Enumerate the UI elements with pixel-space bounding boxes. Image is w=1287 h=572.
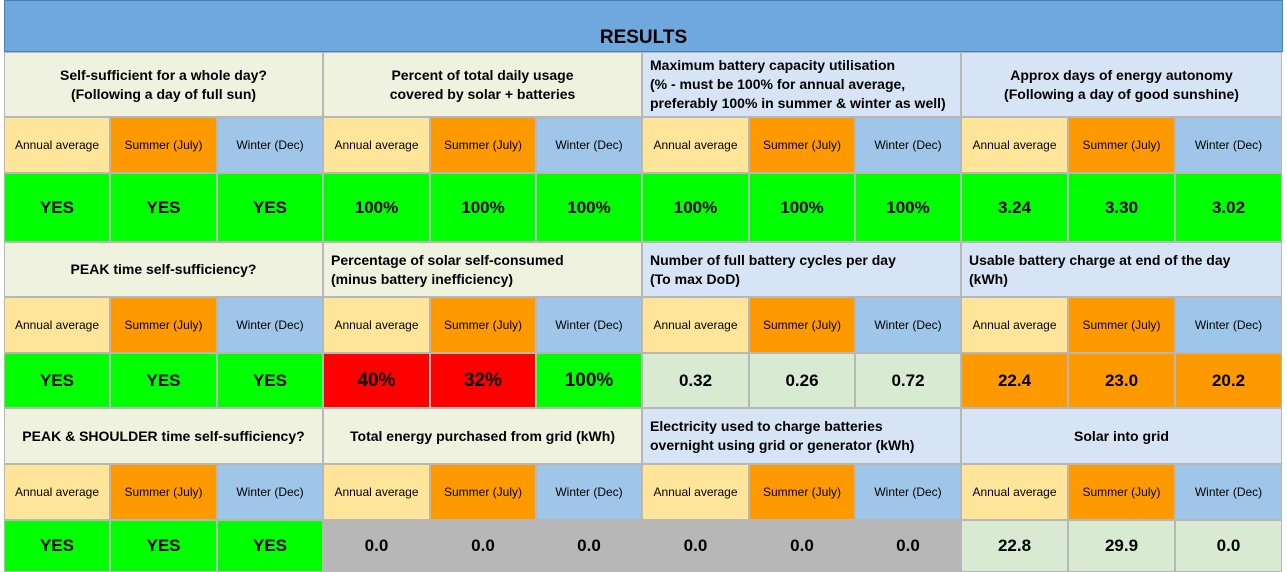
metric-header: Electricity used to charge batteries ove… bbox=[642, 408, 961, 464]
subheader-annual: Annual average bbox=[323, 464, 430, 520]
subheader-winter: Winter (Dec) bbox=[855, 464, 961, 520]
value-cell-summer: 3.30 bbox=[1068, 173, 1175, 242]
value-cell-summer: 32% bbox=[430, 353, 536, 408]
value-cell-summer: 100% bbox=[749, 173, 855, 242]
metric-header: Maximum battery capacity utilisation (% … bbox=[642, 52, 961, 117]
results-title: RESULTS bbox=[599, 27, 688, 48]
value-cell-annual: 40% bbox=[323, 353, 430, 408]
metric-header: PEAK & SHOULDER time self-sufficiency? bbox=[4, 408, 323, 464]
value-cell-annual: 3.24 bbox=[961, 173, 1068, 242]
metric-header: Usable battery charge at end of the day … bbox=[961, 242, 1282, 297]
subheader-annual: Annual average bbox=[642, 117, 749, 173]
metric-header: Total energy purchased from grid (kWh) bbox=[323, 408, 642, 464]
subheader-winter: Winter (Dec) bbox=[1175, 117, 1282, 173]
metric-header: Percentage of solar self-consumed (minus… bbox=[323, 242, 642, 297]
subheader-winter: Winter (Dec) bbox=[217, 464, 323, 520]
value-cell-summer: 0.0 bbox=[749, 520, 855, 572]
subheader-summer: Summer (July) bbox=[110, 117, 217, 173]
value-cell-winter: 0.0 bbox=[1175, 520, 1282, 572]
metric-header: Self-sufficient for a whole day? (Follow… bbox=[4, 52, 323, 117]
subheader-summer: Summer (July) bbox=[749, 297, 855, 353]
value-cell-annual: 22.4 bbox=[961, 353, 1068, 408]
subheader-winter: Winter (Dec) bbox=[536, 464, 642, 520]
value-cell-annual: 0.0 bbox=[323, 520, 430, 572]
subheader-annual: Annual average bbox=[4, 117, 110, 173]
value-cell-winter: YES bbox=[217, 353, 323, 408]
subheader-annual: Annual average bbox=[642, 297, 749, 353]
subheader-annual: Annual average bbox=[961, 297, 1068, 353]
metric-header: PEAK time self-sufficiency? bbox=[4, 242, 323, 297]
metric-header: Approx days of energy autonomy (Followin… bbox=[961, 52, 1282, 117]
subheader-winter: Winter (Dec) bbox=[217, 297, 323, 353]
value-cell-winter: 100% bbox=[536, 173, 642, 242]
subheader-annual: Annual average bbox=[4, 464, 110, 520]
subheader-winter: Winter (Dec) bbox=[536, 297, 642, 353]
value-cell-summer: 29.9 bbox=[1068, 520, 1175, 572]
results-title-bar: RESULTS bbox=[4, 0, 1283, 52]
value-cell-annual: YES bbox=[4, 173, 110, 242]
value-cell-annual: 0.0 bbox=[642, 520, 749, 572]
value-cell-summer: YES bbox=[110, 173, 217, 242]
subheader-summer: Summer (July) bbox=[430, 117, 536, 173]
subheader-summer: Summer (July) bbox=[430, 297, 536, 353]
subheader-annual: Annual average bbox=[961, 464, 1068, 520]
subheader-annual: Annual average bbox=[961, 117, 1068, 173]
metric-header: Number of full battery cycles per day (T… bbox=[642, 242, 961, 297]
subheader-summer: Summer (July) bbox=[1068, 117, 1175, 173]
value-cell-winter: YES bbox=[217, 173, 323, 242]
subheader-winter: Winter (Dec) bbox=[217, 117, 323, 173]
subheader-winter: Winter (Dec) bbox=[855, 297, 961, 353]
value-cell-summer: YES bbox=[110, 520, 217, 572]
subheader-summer: Summer (July) bbox=[110, 464, 217, 520]
value-cell-annual: YES bbox=[4, 520, 110, 572]
subheader-summer: Summer (July) bbox=[1068, 464, 1175, 520]
subheader-annual: Annual average bbox=[642, 464, 749, 520]
value-cell-winter: 20.2 bbox=[1175, 353, 1282, 408]
value-cell-annual: 100% bbox=[642, 173, 749, 242]
subheader-annual: Annual average bbox=[323, 297, 430, 353]
value-cell-winter: 0.72 bbox=[855, 353, 961, 408]
metric-header: Solar into grid bbox=[961, 408, 1282, 464]
value-cell-annual: YES bbox=[4, 353, 110, 408]
value-cell-summer: YES bbox=[110, 353, 217, 408]
subheader-summer: Summer (July) bbox=[749, 117, 855, 173]
value-cell-summer: 0.0 bbox=[430, 520, 536, 572]
metric-header: Percent of total daily usage covered by … bbox=[323, 52, 642, 117]
value-cell-summer: 100% bbox=[430, 173, 536, 242]
subheader-summer: Summer (July) bbox=[1068, 297, 1175, 353]
subheader-winter: Winter (Dec) bbox=[536, 117, 642, 173]
value-cell-annual: 22.8 bbox=[961, 520, 1068, 572]
value-cell-annual: 0.32 bbox=[642, 353, 749, 408]
subheader-summer: Summer (July) bbox=[430, 464, 536, 520]
value-cell-summer: 23.0 bbox=[1068, 353, 1175, 408]
subheader-winter: Winter (Dec) bbox=[1175, 464, 1282, 520]
subheader-winter: Winter (Dec) bbox=[1175, 297, 1282, 353]
subheader-summer: Summer (July) bbox=[749, 464, 855, 520]
subheader-winter: Winter (Dec) bbox=[855, 117, 961, 173]
value-cell-summer: 0.26 bbox=[749, 353, 855, 408]
value-cell-winter: 3.02 bbox=[1175, 173, 1282, 242]
subheader-annual: Annual average bbox=[4, 297, 110, 353]
value-cell-winter: 100% bbox=[855, 173, 961, 242]
value-cell-winter: 100% bbox=[536, 353, 642, 408]
value-cell-annual: 100% bbox=[323, 173, 430, 242]
value-cell-winter: 0.0 bbox=[855, 520, 961, 572]
value-cell-winter: YES bbox=[217, 520, 323, 572]
value-cell-winter: 0.0 bbox=[536, 520, 642, 572]
subheader-summer: Summer (July) bbox=[110, 297, 217, 353]
subheader-annual: Annual average bbox=[323, 117, 430, 173]
